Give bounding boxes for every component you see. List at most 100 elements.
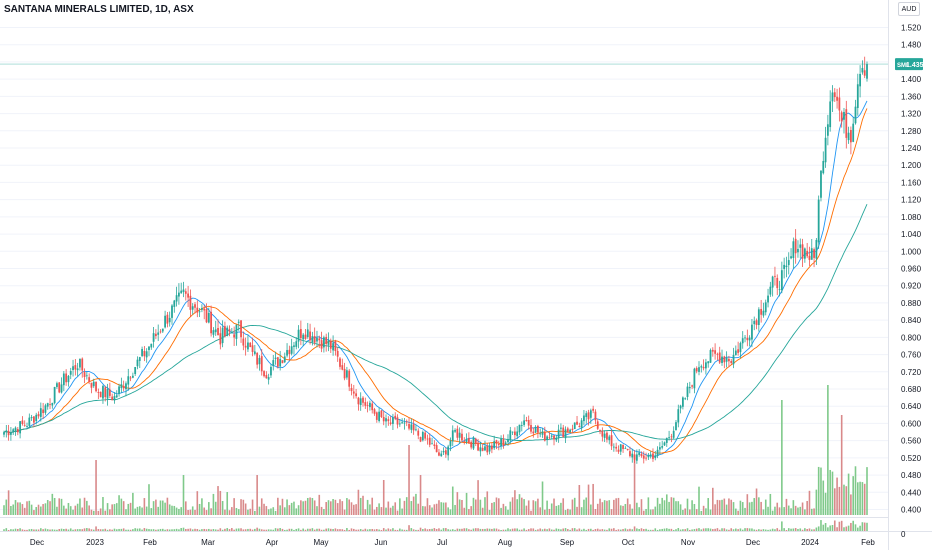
subpanel-bar — [744, 528, 746, 531]
candle-body — [801, 244, 804, 259]
subpanel-bar — [297, 528, 300, 531]
subpanel-bar — [231, 528, 233, 531]
volume-bar — [580, 507, 583, 515]
candle-body — [633, 454, 636, 460]
subpanel-bar — [767, 529, 769, 531]
candle-body — [622, 444, 624, 449]
candle-body — [122, 385, 125, 389]
subpanel-bar — [445, 528, 447, 531]
volume-bar — [231, 507, 233, 515]
subpanel-bar — [69, 528, 72, 531]
candle-body — [67, 375, 70, 383]
subpanel-bar — [141, 529, 143, 531]
candle-body — [486, 445, 489, 453]
candle-body — [408, 424, 410, 429]
volume-bar — [688, 509, 691, 515]
subpanel-bar — [804, 528, 806, 531]
candle-body — [240, 320, 242, 338]
subpanel-bar — [219, 528, 222, 531]
volume-bar — [415, 493, 417, 515]
candle-body — [723, 356, 726, 363]
candle-body — [493, 441, 496, 449]
volume-bar — [518, 494, 521, 515]
candle-body — [757, 309, 760, 326]
subpanel-bar — [606, 529, 608, 531]
volume-bar — [495, 497, 498, 515]
volume-bar — [221, 501, 224, 515]
subpanel-bar — [755, 529, 758, 531]
candle-body — [14, 427, 17, 431]
volume-bar — [72, 509, 74, 515]
candle-body — [465, 438, 468, 442]
volume-bar — [3, 505, 5, 515]
volume-bar — [394, 502, 397, 515]
candle-body — [168, 317, 171, 323]
candle-body — [219, 333, 222, 345]
candle-body — [371, 403, 374, 411]
volume-bars — [3, 385, 868, 515]
volume-bar — [226, 492, 229, 515]
volume-bar — [769, 493, 772, 515]
subpanel-bar — [454, 529, 456, 531]
volume-bar — [212, 493, 215, 515]
volume-bar — [309, 497, 311, 515]
candle-body — [359, 398, 362, 405]
subpanel-bar — [739, 528, 742, 531]
volume-bar — [389, 507, 392, 515]
candle-body — [592, 408, 595, 411]
candle-body — [49, 404, 51, 406]
volume-bar — [208, 502, 210, 515]
candle-body — [829, 101, 832, 128]
subpanel-bar — [813, 529, 815, 531]
candle-body — [550, 435, 553, 437]
candle-body — [435, 445, 438, 453]
subpanel-bar — [353, 528, 355, 531]
y-tick-label: 0.520 — [901, 454, 922, 463]
subpanel-bar — [836, 527, 838, 531]
volume-bar — [509, 501, 512, 515]
x-tick-label: Feb — [143, 538, 157, 547]
volume-bar — [746, 494, 749, 515]
volume-bar — [776, 502, 779, 515]
candle-body — [497, 444, 500, 446]
subpanel-bar — [458, 528, 461, 531]
volume-bar — [829, 469, 831, 515]
volume-bar — [40, 506, 42, 515]
currency-button[interactable]: AUD — [898, 2, 920, 16]
subpanel-bar — [339, 529, 341, 531]
volume-bar — [265, 506, 268, 515]
candle-body — [97, 392, 100, 393]
subpanel-bar — [410, 528, 413, 531]
candle-body — [141, 349, 143, 356]
volume-bar — [380, 507, 383, 515]
subpanel-bar — [822, 524, 825, 531]
subpanel-bar — [817, 526, 820, 531]
candle-body — [652, 453, 654, 459]
candle-body — [661, 446, 664, 448]
subpanel-bar — [435, 528, 438, 531]
volume-bar — [714, 504, 716, 515]
candle-body — [603, 433, 606, 438]
subpanel-bar — [180, 528, 183, 531]
candle-body — [813, 249, 815, 258]
volume-bar — [573, 497, 576, 515]
subpanel-bar — [451, 529, 454, 531]
candle-body — [329, 341, 332, 349]
subpanel-bar — [422, 529, 424, 531]
candle-body — [19, 421, 22, 434]
volume-bar — [109, 509, 111, 515]
candle-body — [746, 337, 749, 341]
subpanel-bar — [785, 529, 788, 531]
subpanel-bar — [665, 528, 668, 531]
volume-bar — [645, 508, 647, 515]
candle-body — [30, 417, 33, 419]
subpanel-bar — [228, 529, 231, 531]
subpanel-bar — [702, 528, 705, 531]
candle-body — [85, 375, 88, 377]
y-tick-label: 1.360 — [901, 92, 922, 101]
subpanel-bar — [440, 529, 443, 531]
subpanel-bar — [447, 529, 449, 531]
candle-body — [744, 337, 746, 339]
volume-bar — [571, 499, 574, 515]
